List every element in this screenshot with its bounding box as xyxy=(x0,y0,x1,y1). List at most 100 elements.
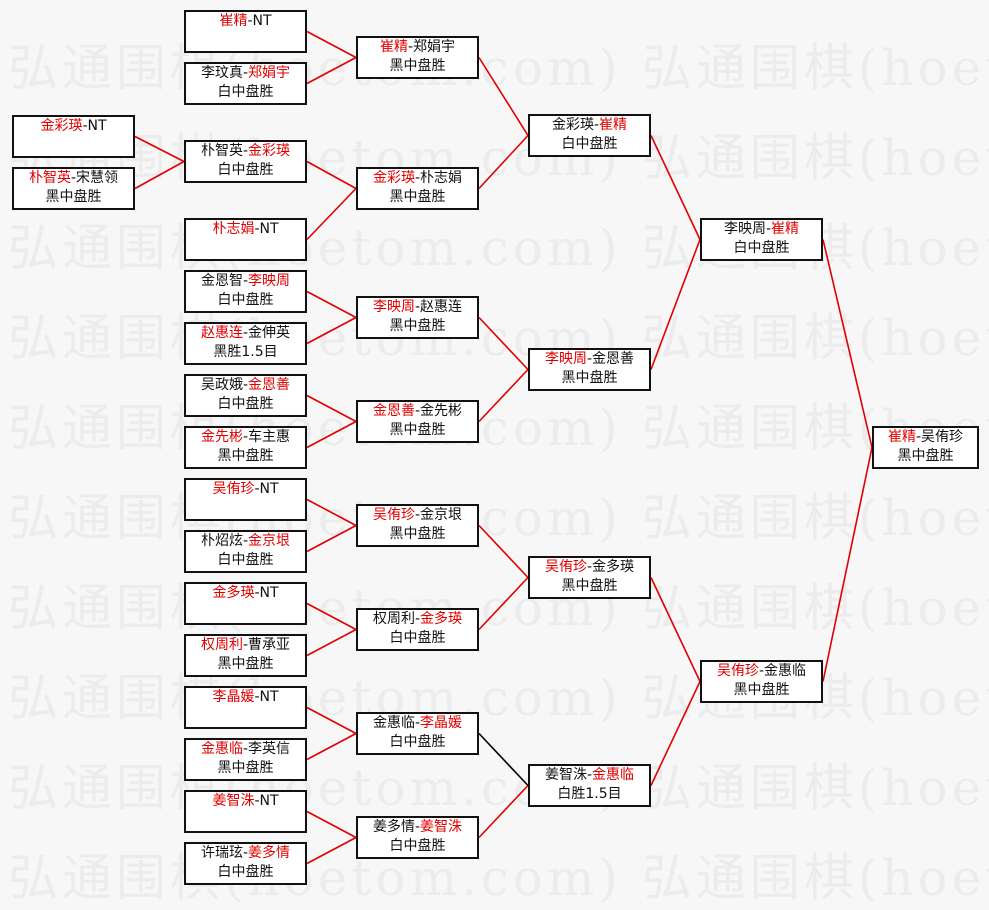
separator: - xyxy=(586,559,593,575)
player-2: 金多瑛 xyxy=(420,611,463,627)
bracket-connector xyxy=(306,836,357,865)
player-1: 吴侑珍 xyxy=(212,481,255,497)
match-players: 金恩善-金先彬 xyxy=(358,402,477,421)
bracket-connector xyxy=(306,732,357,761)
player-1: 崔精 xyxy=(219,13,248,29)
match-result: 黑中盘胜 xyxy=(897,448,954,464)
separator: - xyxy=(414,299,421,315)
separator: - xyxy=(70,170,77,186)
player-1: 朴智英 xyxy=(28,170,71,186)
match-box: 吴侑珍-金惠临 黑中盘胜 xyxy=(700,660,823,703)
player-2: 姜多情 xyxy=(248,845,291,861)
match-box: 姜智洙-NT xyxy=(184,790,307,833)
separator: - xyxy=(82,118,88,134)
separator: - xyxy=(414,819,421,835)
bracket-connector xyxy=(134,160,185,190)
match-result: 黑中盘胜 xyxy=(389,318,446,334)
bracket-connector xyxy=(306,498,357,527)
separator: - xyxy=(414,170,421,186)
bracket-connector xyxy=(306,706,357,735)
match-result: 白中盘胜 xyxy=(733,240,790,256)
match-result: 黑中盘胜 xyxy=(389,422,446,438)
separator: - xyxy=(242,429,249,445)
match-players: 金多瑛-NT xyxy=(186,584,305,603)
match-box: 崔精-郑娟宇 黑中盘胜 xyxy=(356,36,479,79)
match-players: 李映周-赵惠连 xyxy=(358,298,477,317)
match-players: 金先彬-车主惠 xyxy=(186,428,305,447)
player-1: 金多瑛 xyxy=(212,585,255,601)
match-players: 许瑞玹-姜多情 xyxy=(186,844,305,863)
separator: - xyxy=(242,533,249,549)
player-2: 金恩善 xyxy=(592,351,635,367)
player-2: 吴侑珍 xyxy=(921,429,964,445)
match-result: 白中盘胜 xyxy=(389,734,446,750)
player-2: 金京垠 xyxy=(248,533,291,549)
match-result: 黑中盘胜 xyxy=(561,370,618,386)
player-1: 金先彬 xyxy=(200,429,243,445)
match-result: 黑中盘胜 xyxy=(733,682,790,698)
match-result: 白中盘胜 xyxy=(389,630,446,646)
player-2: 李晶媛 xyxy=(420,715,463,731)
match-box: 金彩瑛-崔精 白中盘胜 xyxy=(528,114,651,157)
match-box: 李映周-赵惠连 黑中盘胜 xyxy=(356,296,479,339)
separator: - xyxy=(242,845,249,861)
bracket-connector xyxy=(478,524,529,579)
match-box: 李映周-崔精 白中盘胜 xyxy=(700,218,823,261)
bracket-connector xyxy=(478,57,529,136)
match-box: 金先彬-车主惠 黑中盘胜 xyxy=(184,426,307,469)
match-box: 许瑞玹-姜多情 白中盘胜 xyxy=(184,842,307,885)
player-1: 金彩瑛 xyxy=(551,117,594,133)
match-players: 李晶媛-NT xyxy=(186,688,305,707)
match-box: 朴智英-金彩瑛 白中盘胜 xyxy=(184,140,307,183)
bracket-connector xyxy=(650,239,701,370)
match-box: 姜智洙-金惠临 白胜1.5目 xyxy=(528,764,651,807)
match-box: 吴侑珍-NT xyxy=(184,478,307,521)
match-result: 黑中盘胜 xyxy=(217,656,274,672)
player-2: 郑娟宇 xyxy=(248,65,291,81)
separator: - xyxy=(242,637,249,653)
match-box: 朴智英-宋慧领 黑中盘胜 xyxy=(12,167,135,210)
match-players: 姜多情-姜智洙 xyxy=(358,818,477,837)
match-players: 朴炤炫-金京垠 xyxy=(186,532,305,551)
player-2: 金多瑛 xyxy=(592,559,635,575)
match-box: 崔精-NT xyxy=(184,10,307,53)
match-players: 姜智洙-NT xyxy=(186,792,305,811)
match-box: 朴志娟-NT xyxy=(184,218,307,261)
match-box: 权周利-曹承亚 黑中盘胜 xyxy=(184,634,307,677)
separator: - xyxy=(765,221,772,237)
match-result: 黑中盘胜 xyxy=(389,189,446,205)
player-1: 权周利 xyxy=(200,637,243,653)
bracket-connector xyxy=(306,810,357,839)
player-2: 曹承亚 xyxy=(248,637,291,653)
separator: - xyxy=(242,377,249,393)
match-players: 吴侑珍-NT xyxy=(186,480,305,499)
bracket-connector xyxy=(478,732,529,787)
match-players: 权周利-曹承亚 xyxy=(186,636,305,655)
match-result: 黑中盘胜 xyxy=(217,448,274,464)
player-2: 姜智洙 xyxy=(420,819,463,835)
player-2: 赵惠连 xyxy=(420,299,463,315)
match-result: 黑胜1.5目 xyxy=(213,344,278,360)
bracket-connector xyxy=(306,394,357,423)
player-1: 朴智英 xyxy=(200,143,243,159)
player-1: 朴志娟 xyxy=(212,221,255,237)
match-box: 李晶媛-NT xyxy=(184,686,307,729)
player-1: 吴侑珍 xyxy=(544,559,587,575)
match-box: 朴炤炫-金京垠 白中盘胜 xyxy=(184,530,307,573)
player-2: NT xyxy=(259,221,279,237)
bracket-connector xyxy=(306,187,357,241)
player-2: 崔精 xyxy=(771,221,800,237)
match-result: 白中盘胜 xyxy=(217,396,274,412)
match-result: 白中盘胜 xyxy=(389,838,446,854)
match-players: 吴侑珍-金京垠 xyxy=(358,506,477,525)
player-1: 赵惠连 xyxy=(200,325,243,341)
match-players: 朴智英-金彩瑛 xyxy=(186,142,305,161)
player-2: 金伸英 xyxy=(248,325,291,341)
player-2: 金京垠 xyxy=(420,507,463,523)
match-players: 金惠临-李晶媛 xyxy=(358,714,477,733)
match-box: 金恩智-李映周 白中盘胜 xyxy=(184,270,307,313)
player-2: 宋慧领 xyxy=(76,170,119,186)
separator: - xyxy=(254,585,260,601)
separator: - xyxy=(242,741,249,757)
